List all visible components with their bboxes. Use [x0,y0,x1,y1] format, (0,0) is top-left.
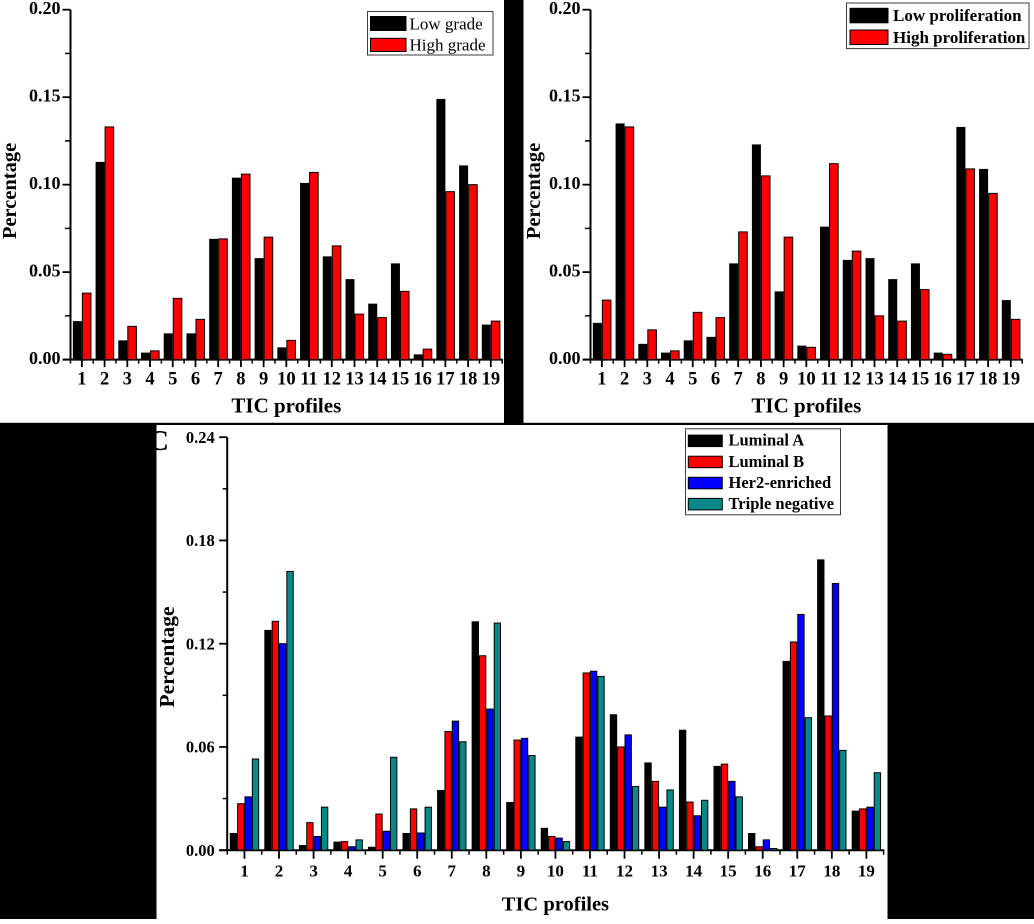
svg-text:0.15: 0.15 [549,85,581,105]
svg-text:2: 2 [100,370,109,390]
svg-text:Low proliferation: Low proliferation [893,6,1022,25]
svg-text:17: 17 [436,370,455,390]
svg-text:0.24: 0.24 [186,428,215,447]
svg-text:High proliferation: High proliferation [893,28,1026,47]
svg-text:15: 15 [911,370,930,390]
svg-text:Percentage: Percentage [523,143,545,239]
svg-text:9: 9 [517,861,526,880]
svg-text:1: 1 [240,861,249,880]
svg-text:Luminal B: Luminal B [729,452,805,471]
svg-text:High grade: High grade [410,36,486,55]
svg-text:9: 9 [259,370,268,390]
svg-text:18: 18 [823,861,840,880]
svg-text:0.18: 0.18 [186,531,215,550]
svg-text:0.10: 0.10 [549,173,581,193]
svg-text:0.00: 0.00 [29,348,61,368]
svg-text:3: 3 [643,370,652,390]
svg-text:5: 5 [688,370,697,390]
svg-text:0.00: 0.00 [549,348,581,368]
svg-text:16: 16 [933,370,952,390]
svg-text:10: 10 [547,861,564,880]
svg-text:11: 11 [820,370,837,390]
svg-text:0.20: 0.20 [29,0,61,18]
svg-text:11: 11 [582,861,598,880]
svg-text:1: 1 [77,370,86,390]
svg-text:4: 4 [665,370,674,390]
svg-text:Percentage: Percentage [155,606,179,707]
svg-text:6: 6 [413,861,422,880]
svg-text:0.00: 0.00 [186,841,215,860]
svg-text:Low grade: Low grade [410,14,483,33]
svg-text:13: 13 [345,370,364,390]
svg-text:Percentage: Percentage [0,143,21,239]
svg-text:17: 17 [956,370,975,390]
svg-text:0.20: 0.20 [549,0,581,18]
svg-text:18: 18 [979,370,998,390]
svg-text:7: 7 [448,861,457,880]
svg-text:10: 10 [277,370,296,390]
svg-text:2: 2 [620,370,629,390]
svg-text:1: 1 [597,370,606,390]
svg-text:2: 2 [275,861,284,880]
svg-text:13: 13 [865,370,884,390]
svg-text:Luminal A: Luminal A [729,431,805,450]
svg-text:15: 15 [391,370,410,390]
svg-text:6: 6 [191,370,200,390]
svg-text:TIC profiles: TIC profiles [502,893,609,915]
svg-text:18: 18 [459,370,478,390]
svg-text:10: 10 [797,370,816,390]
svg-text:C: C [148,425,169,457]
svg-text:9: 9 [779,370,788,390]
svg-text:5: 5 [168,370,177,390]
svg-text:0.12: 0.12 [186,634,215,653]
svg-text:TIC profiles: TIC profiles [231,394,341,418]
svg-text:19: 19 [858,861,875,880]
svg-text:8: 8 [482,861,491,880]
svg-text:16: 16 [754,861,771,880]
svg-text:12: 12 [323,370,342,390]
svg-text:7: 7 [734,370,743,390]
svg-text:14: 14 [888,370,907,390]
svg-text:12: 12 [843,370,862,390]
svg-text:11: 11 [300,370,317,390]
svg-text:17: 17 [789,861,807,880]
svg-text:5: 5 [378,861,387,880]
svg-text:0.06: 0.06 [186,738,215,757]
svg-text:Triple negative: Triple negative [729,494,835,513]
svg-text:12: 12 [616,861,633,880]
svg-text:13: 13 [651,861,668,880]
svg-text:0.10: 0.10 [29,173,61,193]
svg-text:4: 4 [344,861,353,880]
svg-text:TIC profiles: TIC profiles [751,394,861,418]
svg-text:15: 15 [720,861,737,880]
svg-text:0.05: 0.05 [29,260,61,280]
svg-text:16: 16 [413,370,432,390]
svg-text:Her2-enriched: Her2-enriched [729,473,832,492]
svg-text:0.15: 0.15 [29,85,61,105]
svg-text:19: 19 [1002,370,1021,390]
svg-text:14: 14 [685,861,703,880]
svg-text:8: 8 [756,370,765,390]
svg-text:3: 3 [123,370,132,390]
svg-text:14: 14 [368,370,387,390]
svg-text:3: 3 [309,861,318,880]
svg-text:6: 6 [711,370,720,390]
svg-text:19: 19 [482,370,501,390]
svg-text:4: 4 [145,370,154,390]
svg-text:0.05: 0.05 [549,260,581,280]
svg-text:8: 8 [236,370,245,390]
svg-text:7: 7 [214,370,223,390]
